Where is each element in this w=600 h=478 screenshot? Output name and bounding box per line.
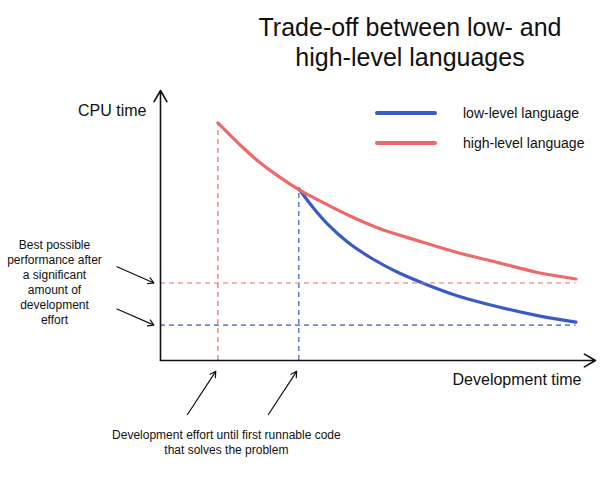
svg-text:Development effort until first: Development effort until first runnable … — [112, 428, 341, 458]
svg-text:Best possibleperformance after: Best possibleperformance aftera signific… — [7, 238, 102, 327]
html-text:Trade-off between low- and hig: Trade-off between low- and high-level la… — [258, 13, 562, 71]
html-text:low-level language: low-level language — [463, 105, 579, 121]
svg-text:Development time: Development time — [453, 371, 582, 388]
html-text:high-level language: high-level language — [463, 135, 585, 151]
svg-text:CPU time: CPU time — [78, 102, 147, 119]
